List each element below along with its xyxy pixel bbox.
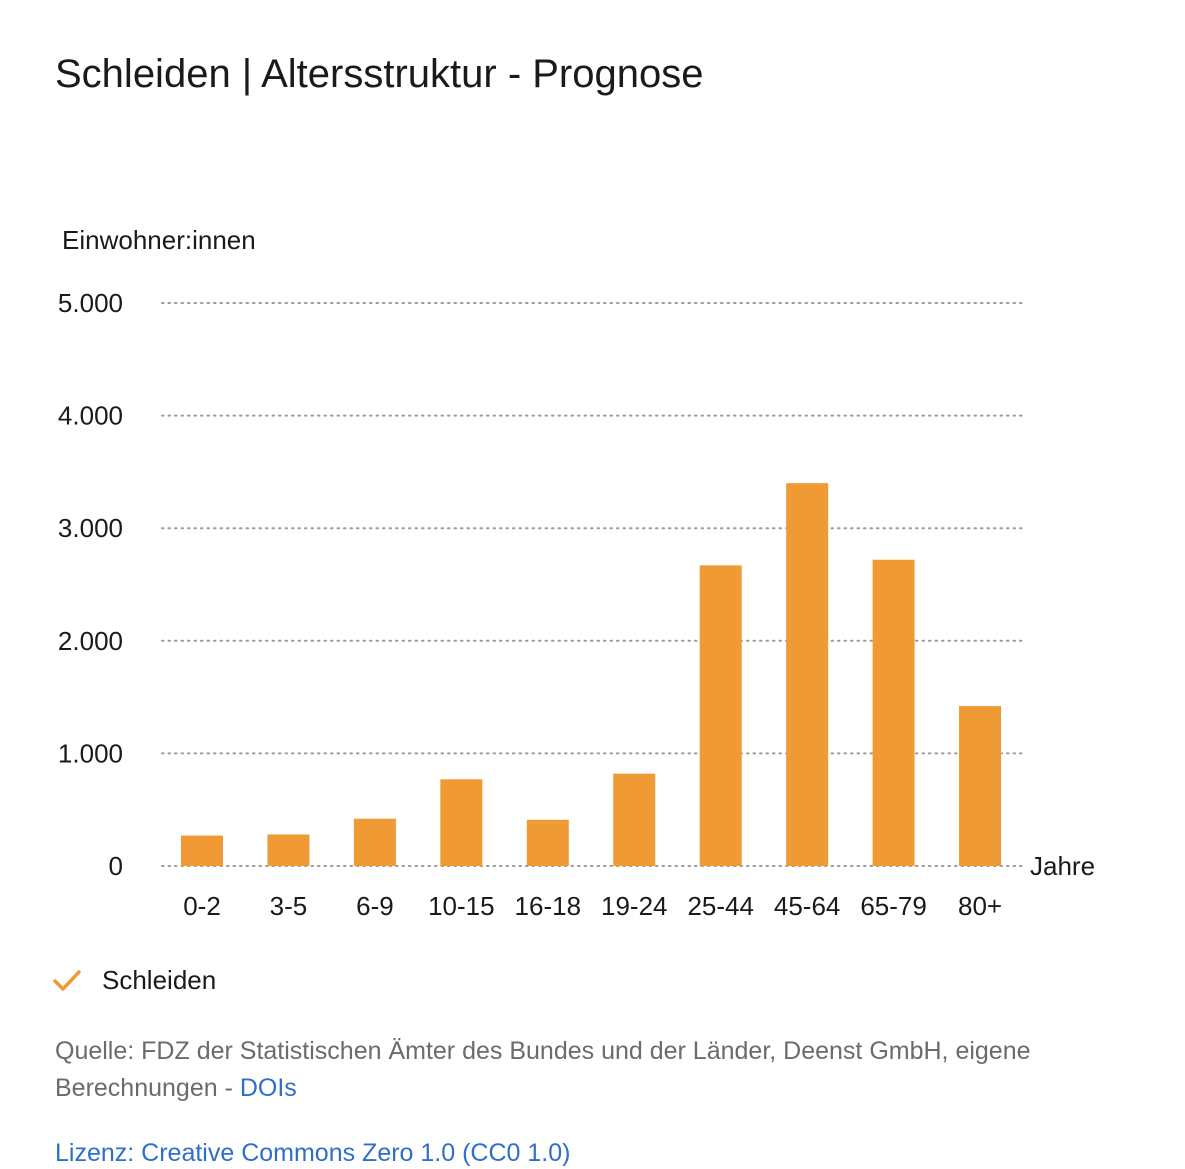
x-tick-label: 80+ [958, 891, 1002, 921]
x-axis-label: Jahre [1030, 851, 1095, 881]
x-tick-label: 0-2 [183, 891, 221, 921]
y-tick-label: 1.000 [58, 738, 123, 768]
bar-3-5[interactable] [267, 834, 310, 866]
bar-16-18[interactable] [526, 819, 569, 866]
x-tick-label: 25-44 [687, 891, 754, 921]
x-tick-label: 19-24 [601, 891, 668, 921]
bar-0-2[interactable] [181, 835, 223, 866]
source-note: Quelle: FDZ der Statistischen Ämter des … [55, 1033, 1135, 1107]
y-tick-label: 5.000 [58, 288, 123, 318]
y-tick-label: 0 [109, 851, 123, 881]
bars [181, 483, 1002, 866]
y-tick-label: 4.000 [58, 401, 123, 431]
y-tick-label: 2.000 [58, 626, 123, 656]
x-tick-label: 3-5 [270, 891, 308, 921]
x-tick-label: 45-64 [774, 891, 841, 921]
license-link[interactable]: Lizenz: Creative Commons Zero 1.0 (CC0 1… [55, 1139, 571, 1167]
x-tick-label: 6-9 [356, 891, 394, 921]
bar-65-79[interactable] [872, 559, 915, 866]
x-tick-labels: 0-2 3-5 6-9 10-15 16-18 19-24 25-44 45-64 65-79 8… [183, 891, 1002, 921]
bar-6-9[interactable] [353, 818, 396, 866]
legend-label: Schleiden [102, 965, 217, 995]
legend-item-schleiden[interactable]: Schleiden [52, 965, 216, 996]
x-tick-label: 65-79 [860, 891, 927, 921]
source-text: Quelle: FDZ der Statistischen Ämter des … [55, 1037, 1031, 1102]
x-tick-label: 10-15 [428, 891, 495, 921]
y-axis-label: Einwohner:innen [62, 225, 256, 255]
y-tick-labels: 0 1.000 2.000 3.000 4.000 5.000 [58, 288, 123, 881]
y-tick-label: 3.000 [58, 513, 123, 543]
x-tick-label: 16-18 [515, 891, 582, 921]
bar-19-24[interactable] [613, 773, 656, 866]
bar-chart: Einwohner:innen 0 1.000 2.000 3.000 4.000 5.0… [58, 225, 1095, 921]
bar-25-44[interactable] [699, 565, 742, 866]
bar-45-64[interactable] [786, 483, 829, 866]
bar-80+[interactable] [959, 706, 1002, 866]
checkmark-icon [53, 969, 81, 991]
doi-link[interactable]: DOIs [239, 1074, 297, 1102]
bar-10-15[interactable] [440, 779, 483, 866]
chart-title: Schleiden | Altersstruktur - Prognose [55, 52, 704, 96]
